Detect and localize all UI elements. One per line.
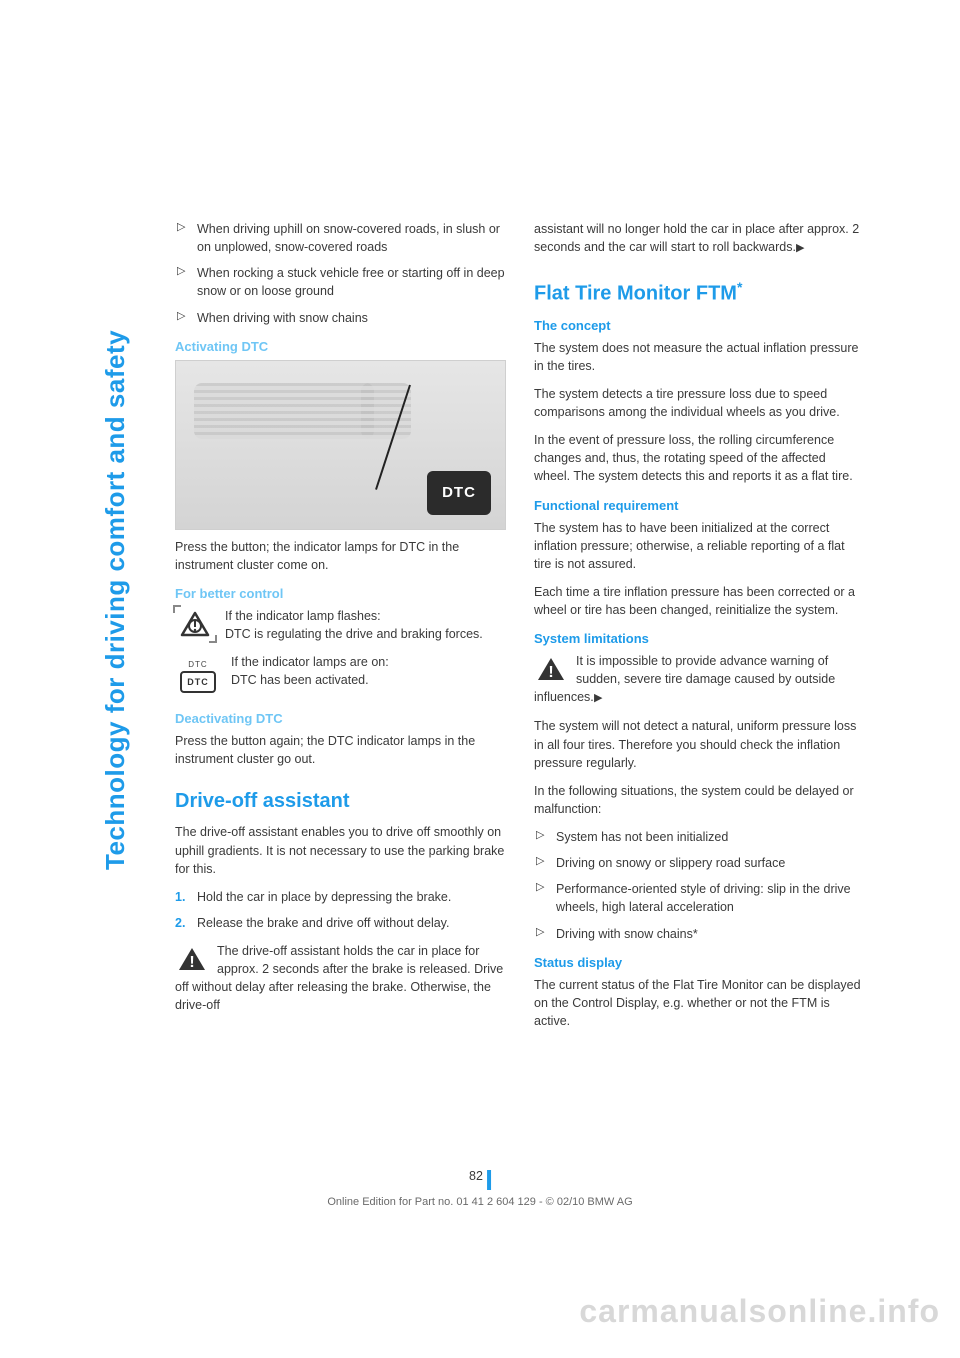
svg-text:!: ! — [189, 954, 194, 971]
page-number-bar — [487, 1170, 491, 1190]
list-item: When rocking a stuck vehicle free or sta… — [175, 264, 506, 300]
dashboard-vent-graphic — [361, 383, 411, 439]
content-columns: When driving uphill on snow-covered road… — [175, 220, 865, 1040]
heading-status-display: Status display — [534, 955, 865, 970]
limits-warning: ! It is impossible to provide advance wa… — [534, 652, 865, 707]
footer-edition-line: Online Edition for Part no. 01 41 2 604 … — [0, 1196, 960, 1208]
indicator-flash-row: If the indicator lamp flashes: DTC is re… — [175, 607, 506, 643]
svg-text:!: ! — [548, 664, 553, 681]
list-item: 2.Release the brake and drive off withou… — [175, 914, 506, 932]
list-item: System has not been initialized — [534, 828, 865, 846]
dtc-tiny-label: DTC — [188, 660, 207, 669]
indicator-on-row: DTC DTC If the indicator lamps are on: D… — [175, 653, 506, 699]
dtc-conditions-list: When driving uphill on snow-covered road… — [175, 220, 506, 327]
heading-system-limitations: System limitations — [534, 631, 865, 646]
list-item: When driving with snow chains — [175, 309, 506, 327]
dtc-indicator-icon: DTC DTC — [175, 653, 221, 699]
limits-p1: The system will not detect a natural, un… — [534, 717, 865, 771]
func-p1: The system has to have been initialized … — [534, 519, 865, 573]
manual-page: Technology for driving comfort and safet… — [0, 0, 960, 1358]
drive-off-intro: The drive-off assistant enables you to d… — [175, 823, 506, 877]
left-column: When driving uphill on snow-covered road… — [175, 220, 506, 1040]
heading-better-control: For better control — [175, 586, 506, 601]
list-item: Driving with snow chains* — [534, 925, 865, 943]
asterisk-note: * — [737, 279, 742, 295]
limits-list: System has not been initialized Driving … — [534, 828, 865, 943]
drive-off-steps: 1.Hold the car in place by depressing th… — [175, 888, 506, 932]
section-end-mark: ◀ — [594, 691, 602, 707]
dtc-button-figure: DTC — [175, 360, 506, 530]
watermark: carmanualsonline.info — [579, 1293, 940, 1330]
heading-deactivating-dtc: Deactivating DTC — [175, 711, 506, 726]
section-end-mark: ◀ — [796, 241, 804, 257]
right-column: assistant will no longer hold the car in… — [534, 220, 865, 1040]
list-item: Driving on snowy or slippery road surfac… — [534, 854, 865, 872]
concept-p2: The system detects a tire pressure loss … — [534, 385, 865, 421]
list-item: Performance-oriented style of driving: s… — [534, 880, 865, 916]
dtc-button-icon: DTC — [427, 471, 491, 515]
indicator-on-text: If the indicator lamps are on: DTC has b… — [231, 653, 506, 689]
activating-dtc-text: Press the button; the indicator lamps fo… — [175, 538, 506, 574]
dtc-tiny-button: DTC — [180, 671, 216, 693]
concept-p3: In the event of pressure loss, the rolli… — [534, 431, 865, 485]
drive-off-warning: ! The drive-off assistant holds the car … — [175, 942, 506, 1015]
warning-triangle-icon: ! — [175, 944, 209, 974]
warning-triangle-icon: ! — [534, 654, 568, 684]
page-number: 82 — [469, 1166, 491, 1186]
heading-activating-dtc: Activating DTC — [175, 339, 506, 354]
side-chapter-title: Technology for driving comfort and safet… — [100, 330, 131, 870]
indicator-flash-text: If the indicator lamp flashes: DTC is re… — [225, 607, 506, 643]
status-text: The current status of the Flat Tire Moni… — [534, 976, 865, 1030]
deactivating-dtc-text: Press the button again; the DTC indicato… — [175, 732, 506, 768]
dashboard-vent-graphic — [194, 383, 374, 439]
list-item: When driving uphill on snow-covered road… — [175, 220, 506, 256]
concept-p1: The system does not measure the actual i… — [534, 339, 865, 375]
drive-off-warning-continued: assistant will no longer hold the car in… — [534, 220, 865, 257]
heading-flat-tire-monitor: Flat Tire Monitor FTM* — [534, 279, 865, 306]
limits-p2: In the following situations, the system … — [534, 782, 865, 818]
func-p2: Each time a tire inflation pressure has … — [534, 583, 865, 619]
heading-drive-off-assistant: Drive-off assistant — [175, 790, 506, 813]
heading-concept: The concept — [534, 318, 865, 333]
heading-functional-requirement: Functional requirement — [534, 498, 865, 513]
list-item: 1.Hold the car in place by depressing th… — [175, 888, 506, 906]
warning-lamp-icon — [175, 607, 215, 641]
